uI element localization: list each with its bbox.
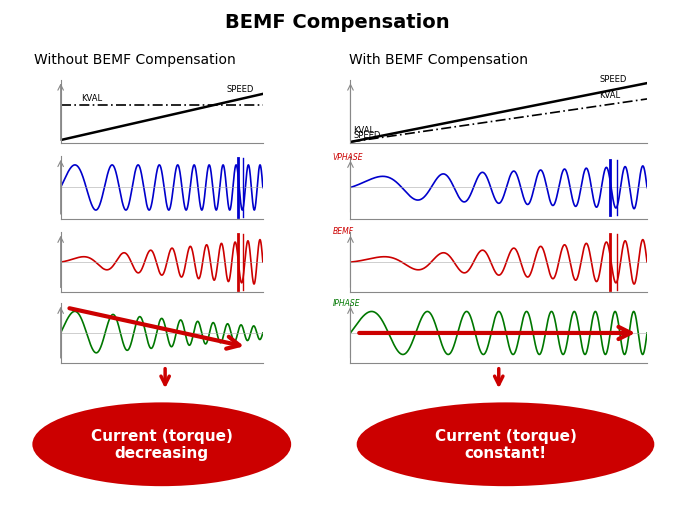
Text: BEMF Compensation: BEMF Compensation <box>224 13 450 32</box>
Text: KVAL: KVAL <box>81 94 102 103</box>
Text: KVAL: KVAL <box>353 126 375 134</box>
Text: SPEED: SPEED <box>353 131 381 139</box>
Text: BEMF: BEMF <box>333 226 354 235</box>
Text: Current (torque)
decreasing: Current (torque) decreasing <box>91 428 233 461</box>
Text: KVAL: KVAL <box>600 91 621 100</box>
Ellipse shape <box>32 402 291 486</box>
Text: With BEMF Compensation: With BEMF Compensation <box>348 53 528 67</box>
Text: Current (torque)
constant!: Current (torque) constant! <box>435 428 576 461</box>
Ellipse shape <box>357 402 654 486</box>
Text: Without BEMF Compensation: Without BEMF Compensation <box>34 53 236 67</box>
Text: SPEED: SPEED <box>226 85 254 94</box>
Text: VPHASE: VPHASE <box>333 153 363 162</box>
Text: IPHASE: IPHASE <box>333 298 361 308</box>
Text: SPEED: SPEED <box>600 75 627 84</box>
